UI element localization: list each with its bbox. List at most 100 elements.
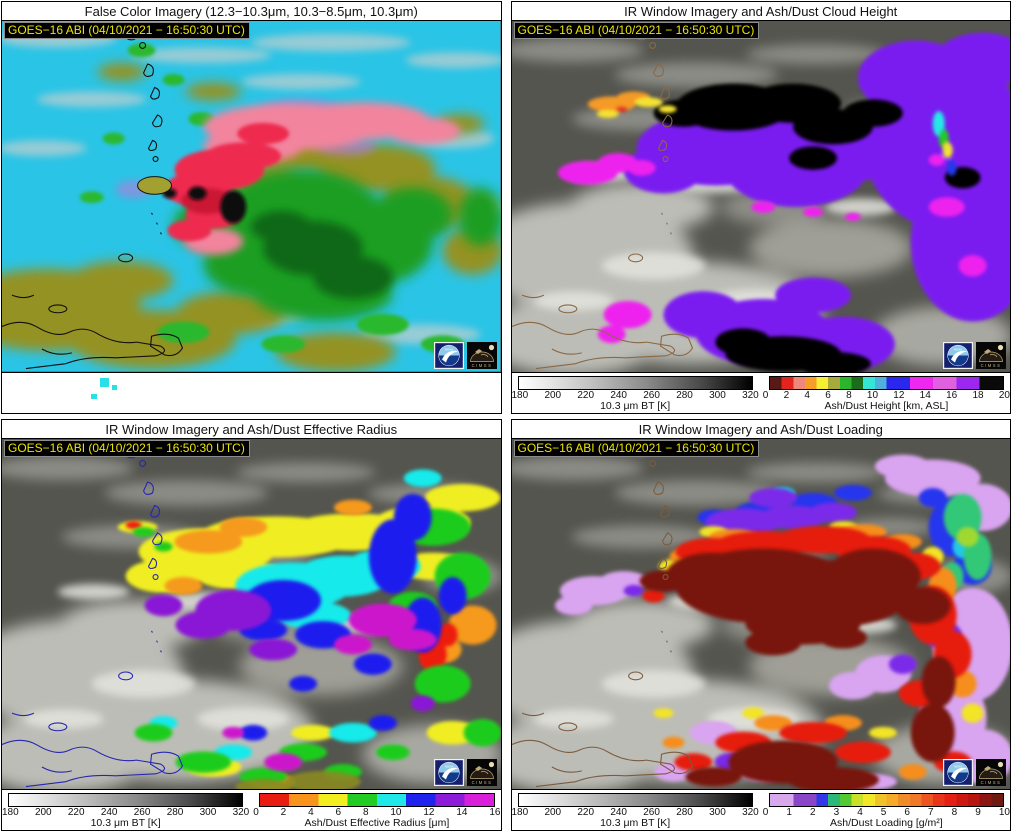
cloud-height-image-area: GOES−16 ABI (04/10/2021 − 16:50:30 UTC) <box>511 20 1010 373</box>
height-colorbar-gradient <box>768 375 1004 390</box>
bt-colorbar-ticks: 180 200 220 240 260 280 300 320 <box>512 807 759 818</box>
colorbar-tick: 9 <box>975 807 981 818</box>
bt-colorbar-gradient <box>517 375 753 390</box>
colorbar-tick: 200 <box>544 807 562 818</box>
panel-false-color: False Color Imagery (12.3−10.3μm, 10.3−8… <box>1 1 502 414</box>
colorbar-tick: 240 <box>610 807 627 818</box>
colorbar-label: Ash/Dust Effective Radius [μm] <box>304 817 450 829</box>
cloud-height-satellite-image <box>511 21 1010 372</box>
colorbar-tick: 12 <box>893 389 905 401</box>
image-speck <box>91 393 97 399</box>
colorbar-tick: 12 <box>423 807 435 818</box>
logo-row: NOAA CIMSS <box>433 341 497 369</box>
colorbar-tick: 320 <box>232 807 250 818</box>
logo-row: NOAA CIMSS <box>943 341 1006 369</box>
colorbar-tick: 18 <box>972 389 984 401</box>
colorbar-tick: 260 <box>133 807 151 818</box>
bt-colorbar-gradient <box>8 793 244 807</box>
radius-colorbar-gradient <box>259 793 495 807</box>
bt-colorbar-ticks: 180 200 220 240 260 280 300 320 <box>2 807 249 818</box>
colorbar-label: 10.3 μm BT [K] <box>600 817 671 829</box>
noaa-logo-icon: NOAA <box>433 759 464 786</box>
svg-text:NOAA: NOAA <box>444 347 453 351</box>
colorbar-label: 10.3 μm BT [K] <box>600 399 671 412</box>
colorbar-tick: 300 <box>709 389 726 401</box>
panel-title: IR Window Imagery and Ash/Dust Effective… <box>105 421 398 437</box>
image-speck <box>100 377 109 387</box>
timestamp-overlay: GOES−16 ABI (04/10/2021 − 16:50:30 UTC) <box>5 440 249 456</box>
colorbar-tick: 10 <box>998 807 1010 818</box>
colorbar-tick: 240 <box>100 807 118 818</box>
bt-colorbar-gradient <box>517 793 753 807</box>
colorbar-tick: 16 <box>946 389 958 401</box>
colorbar-tick: 8 <box>846 389 852 401</box>
colorbar-tick: 320 <box>742 389 759 401</box>
svg-text:NOAA: NOAA <box>954 765 963 769</box>
colorbar-tick: 8 <box>362 807 369 818</box>
colorbar-tick: 2 <box>809 807 816 818</box>
image-speck <box>112 384 117 390</box>
product-colorbar: 0 2 4 6 8 10 12 14 16 18 20 Ash/Dust Height [km, A… <box>763 375 1010 412</box>
colorbar-label: 10.3 μm BT [K] <box>90 817 161 829</box>
colorbar-tick: 320 <box>742 807 759 818</box>
colorbar-label: Ash/Dust Height [km, ASL] <box>824 399 949 412</box>
colorbar-label: Ash/Dust Loading [g/m²] <box>830 817 943 829</box>
height-colorbar-ticks: 0 2 4 6 8 10 12 14 16 18 20 <box>763 390 1010 401</box>
svg-text:NOAA: NOAA <box>954 347 963 351</box>
bt-colorbar: 180 200 220 240 260 280 300 320 10.3 μm BT [K] <box>512 793 759 829</box>
product-colorbar: 0 1 2 3 4 5 6 7 8 9 10 Ash/Dust Loading [g/m²] <box>763 793 1010 829</box>
radius-colorbar-ticks: 0 2 4 6 8 10 12 14 16 <box>253 807 500 818</box>
bt-colorbar: 180 200 220 240 260 280 300 320 10.3 μm BT [K] <box>2 793 249 829</box>
cimss-logo-icon: CIMSS <box>976 341 1006 369</box>
colorbar-tick: 180 <box>2 807 19 818</box>
loading-colorbar-ticks: 0 1 2 3 4 5 6 7 8 9 10 <box>763 807 1010 818</box>
colorbar-tick: 10 <box>390 807 402 818</box>
colorbar-tick: 280 <box>676 389 693 401</box>
colorbar-tick: 200 <box>544 389 562 401</box>
false-color-footer <box>2 373 501 413</box>
colorbar-tick: 20 <box>998 389 1010 401</box>
colorbar-tick: 300 <box>199 807 217 818</box>
loading-satellite-image <box>511 439 1010 789</box>
svg-text:CIMSS: CIMSS <box>471 363 492 368</box>
colorbar-tick: 6 <box>335 807 342 818</box>
noaa-logo-icon: NOAA <box>433 341 464 369</box>
colorbar-tick: 260 <box>643 807 660 818</box>
effective-radius-satellite-image <box>2 439 501 789</box>
loading-colorbars: 180 200 220 240 260 280 300 320 10.3 μm BT [K] … <box>512 790 1011 830</box>
colorbar-tick: 220 <box>577 807 595 818</box>
product-colorbar: 0 2 4 6 8 10 12 14 16 Ash/Dust Effective Radius … <box>253 793 500 829</box>
colorbar-tick: 10 <box>866 389 879 401</box>
cimss-logo-icon: CIMSS <box>466 341 497 369</box>
loading-image-area: GOES−16 ABI (04/10/2021 − 16:50:30 UTC) <box>511 437 1010 790</box>
colorbar-tick: 260 <box>643 389 660 401</box>
cloud-height-colorbars: 180 200 220 240 260 280 300 320 10.3 μm BT [K] … <box>512 373 1011 413</box>
colorbar-tick: 200 <box>34 807 52 818</box>
panel-title: IR Window Imagery and Ash/Dust Cloud Hei… <box>624 4 898 19</box>
colorbar-tick: 14 <box>919 389 931 401</box>
colorbar-tick: 6 <box>825 389 831 401</box>
effective-radius-colorbars: 180 200 220 240 260 280 300 320 10.3 μm BT [K] … <box>2 790 501 830</box>
colorbar-tick: 7 <box>928 807 934 818</box>
colorbar-tick: 14 <box>456 807 468 818</box>
bt-colorbar: 180 200 220 240 260 280 300 320 10.3 μm BT [K] <box>512 375 759 412</box>
cimss-logo-icon: CIMSS <box>976 759 1006 786</box>
colorbar-tick: 220 <box>67 807 85 818</box>
colorbar-tick: 4 <box>804 389 810 401</box>
timestamp-overlay: GOES−16 ABI (04/10/2021 − 16:50:30 UTC) <box>514 23 759 38</box>
logo-row: NOAA CIMSS <box>433 759 497 786</box>
colorbar-tick: 4 <box>308 807 314 818</box>
logo-row: NOAA CIMSS <box>943 759 1006 786</box>
panel-loading: IR Window Imagery and Ash/Dust Loading G… <box>510 418 1011 831</box>
colorbar-tick: 180 <box>511 807 529 818</box>
colorbar-tick: 16 <box>489 807 501 818</box>
panel-effective-radius: IR Window Imagery and Ash/Dust Effective… <box>1 418 502 831</box>
colorbar-tick: 5 <box>880 807 887 818</box>
colorbar-tick: 0 <box>762 807 769 818</box>
timestamp-overlay: GOES−16 ABI (04/10/2021 − 16:50:30 UTC) <box>5 23 249 38</box>
colorbar-tick: 4 <box>857 807 863 818</box>
colorbar-tick: 1 <box>786 807 792 818</box>
noaa-logo-icon: NOAA <box>943 341 973 369</box>
svg-text:CIMSS: CIMSS <box>471 780 492 785</box>
